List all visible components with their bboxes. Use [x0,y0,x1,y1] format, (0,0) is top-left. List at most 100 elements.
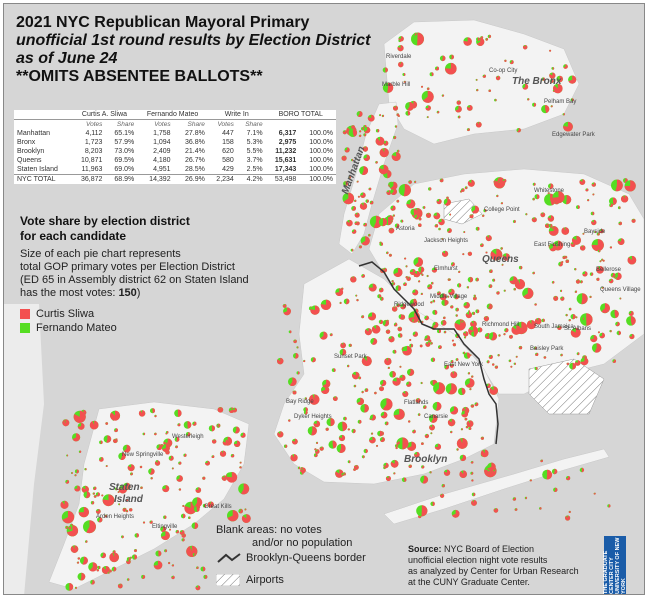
pie-slice-sliwa [563,113,565,116]
pie-slice-sliwa [388,227,395,234]
pie-slice-sliwa [143,432,146,436]
pie-slice-sliwa [304,397,307,400]
pie-slice-sliwa [431,414,438,423]
pie-slice-sliwa [456,314,458,317]
pie-slice-sliwa [388,253,392,257]
pie-slice-sliwa [457,448,459,451]
pie-slice-sliwa [591,219,597,226]
pie-slice-sliwa [400,333,403,338]
pie-slice-sliwa [379,114,382,117]
pie-slice-sliwa [211,439,217,444]
pie-slice-sliwa [550,79,554,83]
pie-slice-sliwa [469,388,472,391]
pie-slice-sliwa [345,181,349,186]
pie-slice-sliwa [439,178,444,183]
pie-slice-sliwa [393,135,397,140]
table-cell: 68.9% [105,174,138,184]
pie-slice-sliwa [561,227,570,235]
pie-slice-sliwa [101,552,107,559]
pie-slice-sliwa [618,330,621,336]
pie-slice-sliwa [598,249,601,253]
pie-slice-sliwa [344,147,350,153]
pie-slice-sliwa [473,331,477,337]
legend-desc-1: Size of each pie chart represents [20,248,181,260]
pie-slice-sliwa [594,231,597,234]
pie-slice-sliwa [402,437,409,450]
pie-slice-sliwa [117,583,123,589]
subheader: Share [245,121,263,128]
pie-slice-sliwa [390,459,399,468]
pie-slice-sliwa [467,251,473,256]
pie-slice-sliwa [178,461,182,465]
pie-slice-sliwa [431,281,434,285]
pie-slice-sliwa [441,237,444,240]
pie-slice-sliwa [419,344,423,348]
pie-slice-sliwa [381,296,384,301]
source-note: Source: NYC Board of Election unofficial… [408,544,604,588]
pie-slice-sliwa [405,275,408,279]
pie-slice-sliwa [421,273,424,276]
graduate-center-logo: THE GRADUATE CENTER CITY UNIVERSITY OF N… [603,536,627,594]
pie-slice-sliwa [464,417,468,421]
pie-slice-sliwa [466,105,473,111]
pie-slice-sliwa [113,566,117,572]
pie-slice-sliwa [120,452,126,460]
pie-slice-sliwa [109,552,119,563]
pie-slice-sliwa [472,205,480,214]
table-cell: 17,343 [274,166,297,173]
pie-slice-sliwa [189,516,191,519]
pie-slice-sliwa [431,267,438,273]
pie-slice-sliwa [330,417,335,427]
pie-slice-sliwa [576,316,578,319]
pie-slice-sliwa [133,549,137,553]
pie-slice-sliwa [362,455,365,459]
pie-slice-sliwa [407,101,414,111]
pie-slice-sliwa [204,503,207,508]
pie-slice-sliwa [154,432,157,436]
pie-slice-sliwa [183,453,187,457]
place-label: Bellerose [596,267,622,273]
pie-slice-sliwa [489,386,498,395]
pie-slice-sliwa [127,464,135,472]
pie-slice-sliwa [233,440,241,447]
pie-slice-sliwa [630,315,636,326]
table-cell: 5.5% [246,148,263,155]
pie-slice-sliwa [471,375,474,378]
blank-note-2: and/or no population [252,537,353,549]
pie-slice-sliwa [350,343,352,347]
legend-desc-4-suffix: ) [136,287,141,299]
pie-slice-sliwa [601,286,604,289]
pie-slice-sliwa [333,368,336,372]
results-table: Curtis A. Sliwa Fernando Mateo Write In … [14,110,336,184]
pie-slice-sliwa [96,492,101,497]
pie-slice-sliwa [62,510,75,524]
pie-slice-sliwa [585,188,589,192]
pie-slice-sliwa [388,216,393,226]
pie-slice-sliwa [408,368,415,376]
pie-slice-sliwa [457,115,461,119]
pie-slice-sliwa [408,464,412,468]
pie-slice-sliwa [76,561,80,564]
pie-slice-sliwa [171,564,175,567]
pie-slice-sliwa [491,332,498,341]
pie-slice-sliwa [470,461,474,464]
pie-slice-sliwa [451,339,454,342]
pie-slice-sliwa [467,352,471,359]
pie-slice-sliwa [432,357,436,362]
pie-slice-sliwa [509,359,512,363]
pie-slice-sliwa [70,545,79,553]
pie-slice-sliwa [414,257,423,267]
pie-slice-sliwa [96,569,100,572]
pie-slice-sliwa [568,510,571,514]
pie-slice-sliwa [460,454,467,462]
pie-slice-sliwa [366,199,369,203]
pie-slice-sliwa [581,293,588,305]
pie-slice-sliwa [483,315,490,322]
pie-slice-sliwa [342,421,348,432]
pie-slice-sliwa [175,445,178,449]
pie-slice-sliwa [121,535,124,539]
pie-slice-sliwa [320,299,332,310]
pie-slice-sliwa [539,507,542,510]
pie-slice-sliwa [397,45,404,52]
pie-slice-sliwa [545,223,550,229]
